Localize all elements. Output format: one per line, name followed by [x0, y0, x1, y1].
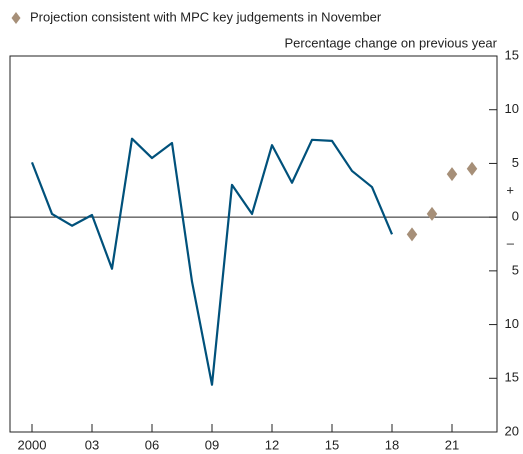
plot-frame [9, 55, 498, 433]
x-tick-label: 06 [145, 437, 159, 452]
y-tick-label: 10 [505, 316, 519, 331]
x-tick-label: 2000 [18, 437, 47, 452]
y-tick-label: 5 [512, 262, 519, 277]
x-tick-label: 09 [205, 437, 219, 452]
y-tick-label: 5 [512, 155, 519, 170]
diamond-marker [426, 206, 438, 221]
y-tick-label: 0 [512, 209, 519, 224]
y-tick-label: 10 [505, 101, 519, 116]
x-tick-label: 15 [325, 437, 339, 452]
x-tick-label: 12 [265, 437, 279, 452]
line [30, 137, 394, 386]
legend-marker [11, 12, 21, 24]
diamond-marker [466, 161, 478, 176]
y-tick-label: 15 [505, 370, 519, 385]
y-axis-label: Percentage change on previous year [285, 35, 498, 50]
diamond-marker [406, 227, 418, 242]
sign-label: – [507, 236, 515, 251]
y-tick-label: 20 [505, 423, 519, 438]
diamond-marker [446, 167, 458, 182]
x-tick-label: 21 [445, 437, 459, 452]
legend-label: Projection consistent with MPC key judge… [30, 9, 382, 24]
x-tick-label: 18 [385, 437, 399, 452]
x-tick-label: 03 [85, 437, 99, 452]
y-tick-label: 15 [505, 47, 519, 62]
sign-label: + [506, 183, 514, 198]
